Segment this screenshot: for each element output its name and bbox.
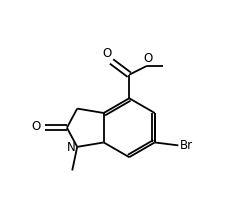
- Text: O: O: [32, 120, 41, 133]
- Text: N: N: [67, 141, 76, 154]
- Text: O: O: [143, 52, 152, 65]
- Text: O: O: [101, 47, 111, 60]
- Text: Br: Br: [179, 139, 192, 152]
